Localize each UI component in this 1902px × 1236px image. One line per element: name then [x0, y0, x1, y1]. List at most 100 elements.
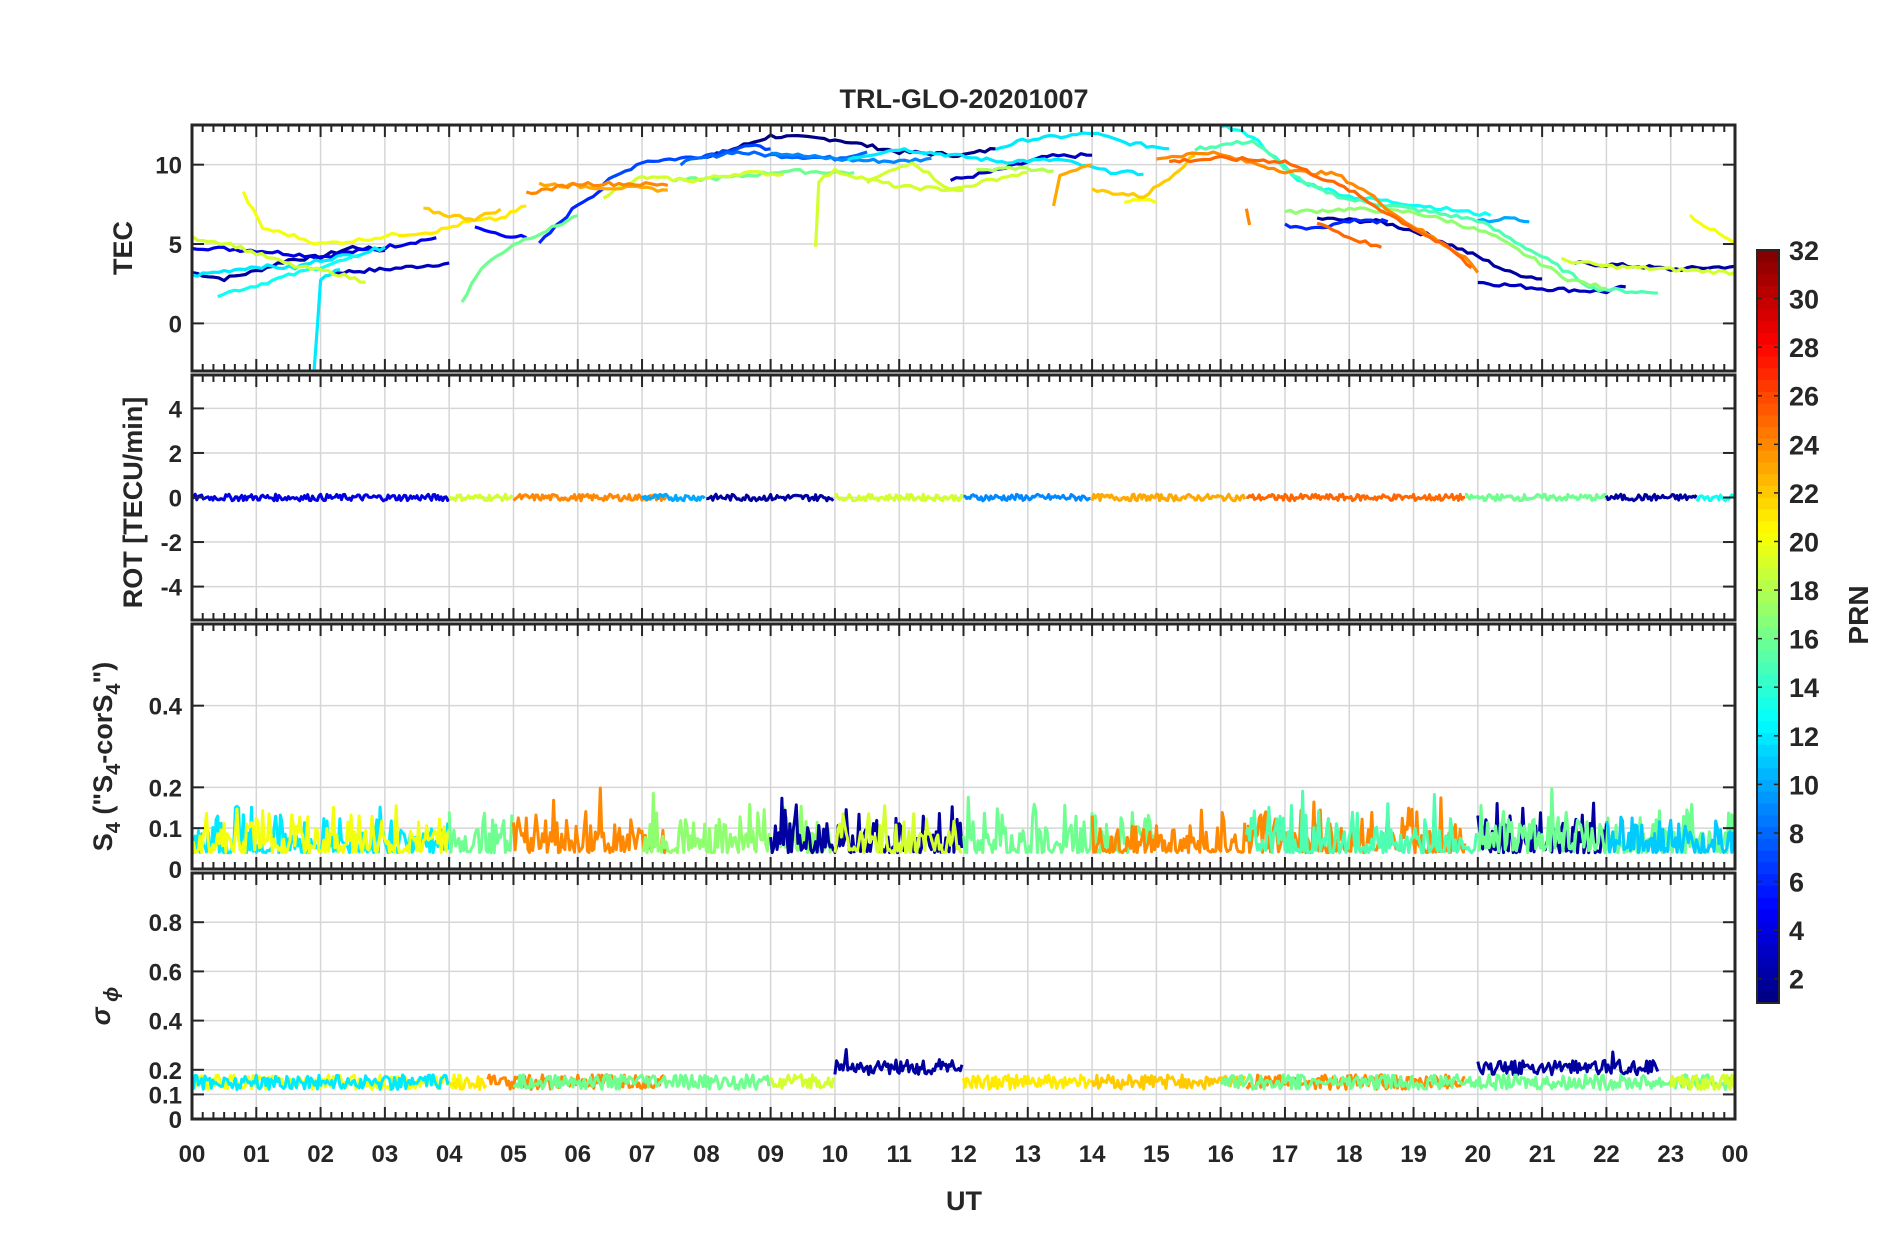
colorbar-segment	[1757, 473, 1779, 486]
x-tick-label: 22	[1593, 1141, 1620, 1168]
sigma-series-prn-16	[512, 1073, 771, 1091]
colorbar-segment	[1757, 532, 1779, 545]
x-tick-label: 06	[564, 1141, 591, 1168]
colorbar-segment	[1757, 685, 1779, 698]
sigma-panel: 00.10.2 0.4 0.6 0.8 σ ϕ	[86, 871, 1737, 1134]
tec-series-prn-13	[217, 254, 360, 299]
y-tick-label: 4	[169, 396, 183, 423]
tec-series-prn-20	[1124, 197, 1158, 205]
rot-series-prn-23	[1090, 492, 1247, 503]
tec-series-prn-23	[1051, 163, 1093, 207]
tec-series-prn-3	[1477, 280, 1626, 295]
colorbar-segment	[1757, 520, 1779, 533]
colorbar-segment	[1757, 285, 1779, 298]
colorbar-label: PRN	[1843, 585, 1874, 644]
y-tick-label: 0.6	[149, 959, 182, 986]
colorbar-segment	[1757, 261, 1779, 275]
colorbar-segment	[1757, 838, 1779, 851]
sigma-data	[192, 1048, 1735, 1091]
x-tick-label: 08	[693, 1141, 720, 1168]
tec-series-prn-10	[1477, 216, 1530, 224]
colorbar-segment	[1757, 308, 1779, 322]
colorbar-segment	[1757, 332, 1779, 345]
tec-series-prn-2	[192, 244, 386, 283]
rot-series-prn-2	[1605, 492, 1698, 503]
colorbar-segment	[1757, 450, 1779, 463]
colorbar-tick-label: 24	[1789, 430, 1819, 460]
s4-data	[192, 786, 1735, 855]
x-tick-label: 01	[243, 1141, 270, 1168]
s4-series-prn-15	[1244, 789, 1480, 855]
colorbar-segment	[1757, 602, 1779, 616]
colorbar-tick-label: 32	[1789, 236, 1819, 266]
sigma-ylabel-sub: ϕ	[101, 987, 123, 1008]
colorbar-segment	[1757, 391, 1779, 404]
x-tick-label: 15	[1143, 1141, 1170, 1168]
sigma-series-prn-2	[833, 1048, 964, 1077]
colorbar-segment	[1757, 567, 1779, 581]
tec-series-prn-22	[423, 206, 502, 222]
tec-series-prn-20	[241, 190, 399, 246]
tec-panel: 0 5 10 TEC	[108, 123, 1737, 373]
rot-data	[192, 492, 1735, 503]
tec-series-prn-19	[192, 234, 366, 284]
colorbar-segment	[1757, 861, 1779, 875]
colorbar-segment	[1757, 885, 1779, 898]
tec-series-prn-16	[460, 213, 579, 303]
tec-series-prn-5	[474, 225, 527, 240]
x-tick-label: 11	[887, 1141, 912, 1168]
colorbar-tick-label: 2	[1789, 965, 1804, 995]
rot-panel: -4 -2 0 2 4 ROT [TECU/min]	[118, 373, 1737, 622]
rot-series-prn-9	[963, 492, 1091, 503]
x-tick-label: 14	[1079, 1141, 1106, 1168]
colorbar-segment	[1757, 544, 1779, 557]
x-tick-label: 23	[1657, 1141, 1684, 1168]
colorbar-segment	[1757, 944, 1779, 957]
tec-series-prn-22	[1091, 153, 1196, 199]
y-tick-label: 0.8	[149, 910, 182, 937]
tec-series-prn-21	[397, 204, 527, 238]
s4-series-prn-11	[1604, 815, 1735, 855]
x-tick-label: 17	[1272, 1141, 1299, 1168]
tec-series-prn-19	[866, 161, 1028, 191]
s4-series-prn-16	[962, 795, 1157, 855]
x-tick-label: 03	[372, 1141, 399, 1168]
colorbar-segment	[1757, 497, 1779, 510]
colorbar-tick-label: 22	[1789, 479, 1819, 509]
colorbar-segment	[1757, 402, 1779, 416]
colorbar-segment	[1757, 767, 1779, 781]
tec-series-prn-24	[525, 180, 669, 196]
y-tick-label: 0.1	[149, 1082, 182, 1109]
y-tick-label: 0	[169, 1107, 182, 1134]
rot-series-prn-25	[1246, 492, 1466, 503]
s4-panel: 0 0.1 0.2 0.4 S4​ ("S4​-corS4​")	[88, 622, 1737, 884]
colorbar-tick-label: 28	[1789, 333, 1819, 363]
colorbar-segment	[1757, 920, 1779, 934]
s4-ylabel-part: 4	[103, 683, 125, 695]
colorbar-segment	[1757, 250, 1779, 263]
colorbar-tick-label: 8	[1789, 819, 1804, 849]
rot-series-prn-4	[192, 492, 451, 503]
axes-frame	[190, 871, 1737, 1121]
colorbar-segment	[1757, 508, 1779, 522]
colorbar-segment	[1757, 732, 1779, 745]
sigma-series-prn-21	[962, 1073, 1092, 1091]
y-tick-label: 0	[169, 857, 182, 884]
tec-series-prn-6	[1284, 217, 1389, 231]
y-tick-label: 5	[169, 232, 182, 259]
sigma-series-prn-12	[192, 1073, 451, 1091]
tec-series-prn-19	[814, 167, 964, 247]
colorbar-segment	[1757, 897, 1779, 910]
colorbar-segment	[1757, 414, 1779, 428]
x-axis-label: UT	[946, 1186, 982, 1216]
colorbar-segment	[1757, 697, 1779, 710]
tec-data	[192, 125, 1735, 370]
colorbar-segment	[1757, 673, 1779, 686]
sigma-series-prn-19	[1669, 1073, 1735, 1091]
colorbar-segment	[1757, 355, 1779, 369]
tec-series-prn-12	[847, 147, 1144, 177]
s4-ylabel-part: ")	[88, 662, 118, 684]
s4-series-prn-19	[833, 804, 963, 855]
colorbar-segment	[1757, 485, 1779, 498]
